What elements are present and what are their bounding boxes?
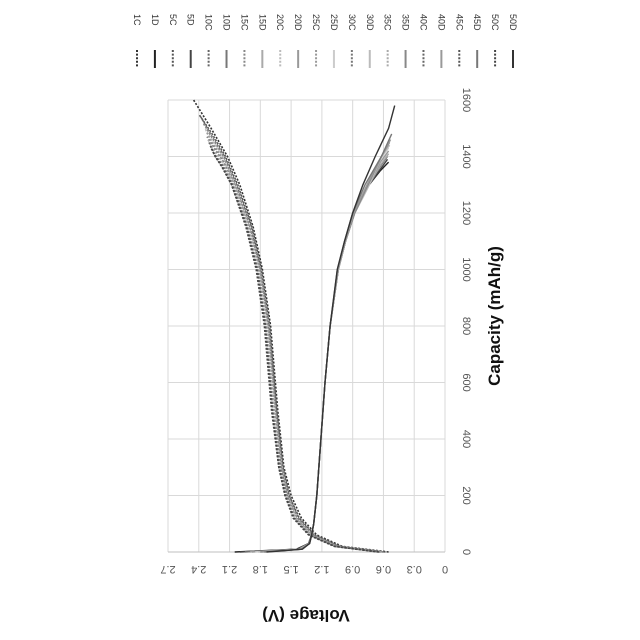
voltage-tick-label: 0 bbox=[442, 563, 448, 575]
series-line-20C bbox=[205, 128, 382, 552]
voltage-tick-label: 1.5 bbox=[283, 563, 298, 575]
capacity-tick-label: 400 bbox=[460, 430, 472, 448]
legend: 1C 1D 5C 5D 10C 10D 15C 15D 20C 20D 25C 25D 30C 30D 35… bbox=[132, 14, 518, 68]
voltage-tick-label: 0.9 bbox=[345, 563, 360, 575]
series-line-40C bbox=[209, 142, 379, 552]
voltage-tick-label: 0.6 bbox=[376, 563, 391, 575]
voltage-tick-label: 1.2 bbox=[314, 563, 329, 575]
voltage-tick-label: 0.3 bbox=[407, 563, 422, 575]
series-line-50C bbox=[211, 148, 378, 552]
legend-label-45D: 45D bbox=[472, 14, 482, 31]
capacity-tick-label: 0 bbox=[460, 549, 472, 555]
series-line-5D bbox=[240, 159, 388, 552]
series-line-45C bbox=[210, 145, 379, 552]
legend-label-30C: 30C bbox=[347, 14, 357, 31]
legend-label-15D: 15D bbox=[257, 14, 267, 31]
legend-label-1C: 1C bbox=[132, 14, 142, 26]
legend-label-50D: 50D bbox=[508, 14, 518, 31]
legend-label-20C: 20C bbox=[275, 14, 285, 31]
legend-label-40C: 40C bbox=[418, 14, 428, 31]
legend-label-15C: 15C bbox=[239, 14, 249, 31]
series-line-35C bbox=[208, 140, 380, 552]
legend-label-50C: 50C bbox=[490, 14, 500, 31]
legend-label-10C: 10C bbox=[204, 14, 214, 31]
legend-label-25D: 25D bbox=[329, 14, 339, 31]
series-line-1D bbox=[235, 162, 389, 552]
series-line-10C bbox=[201, 117, 384, 552]
legend-label-20D: 20D bbox=[293, 14, 303, 31]
voltage-tick-label: 1.8 bbox=[253, 563, 268, 575]
series-line-25C bbox=[206, 131, 381, 552]
capacity-tick-label: 1400 bbox=[460, 144, 472, 168]
series-line-5C bbox=[199, 114, 386, 552]
capacity-tick-label: 1600 bbox=[460, 88, 472, 112]
series-line-30D bbox=[258, 145, 389, 552]
voltage-tick-label: 2.7 bbox=[160, 563, 175, 575]
voltage-tick-label: 2.4 bbox=[191, 563, 206, 575]
legend-label-10D: 10D bbox=[222, 14, 232, 31]
legend-label-25C: 25C bbox=[311, 14, 321, 31]
legend-label-40D: 40D bbox=[436, 14, 446, 31]
legend-label-35D: 35D bbox=[401, 14, 411, 31]
series-line-30C bbox=[207, 137, 380, 552]
legend-label-5D: 5D bbox=[186, 14, 196, 26]
capacity-tick-label: 1200 bbox=[460, 201, 472, 225]
legend-label-1D: 1D bbox=[150, 14, 160, 26]
series-line-35D bbox=[260, 142, 389, 552]
legend-label-35C: 35C bbox=[383, 14, 393, 31]
legend-label-5C: 5C bbox=[168, 14, 178, 26]
capacity-axis-title: Capacity (mAh/g) bbox=[485, 246, 504, 386]
plot-area: 0 200 400 600 800 1000 1200 1400 1600 0 0.3 0.6 0.9 1… bbox=[160, 88, 504, 625]
series-line-40D bbox=[262, 140, 390, 552]
legend-label-45C: 45C bbox=[454, 14, 464, 31]
capacity-tick-label: 1000 bbox=[460, 257, 472, 281]
series-line-10D bbox=[245, 157, 388, 553]
capacity-tick-label: 600 bbox=[460, 373, 472, 391]
capacity-tick-label: 800 bbox=[460, 317, 472, 335]
voltage-tick-label: 2.1 bbox=[222, 563, 237, 575]
voltage-axis-title: Voltage (V) bbox=[262, 606, 350, 625]
legend-label-30D: 30D bbox=[365, 14, 375, 31]
capacity-tick-label: 200 bbox=[460, 486, 472, 504]
